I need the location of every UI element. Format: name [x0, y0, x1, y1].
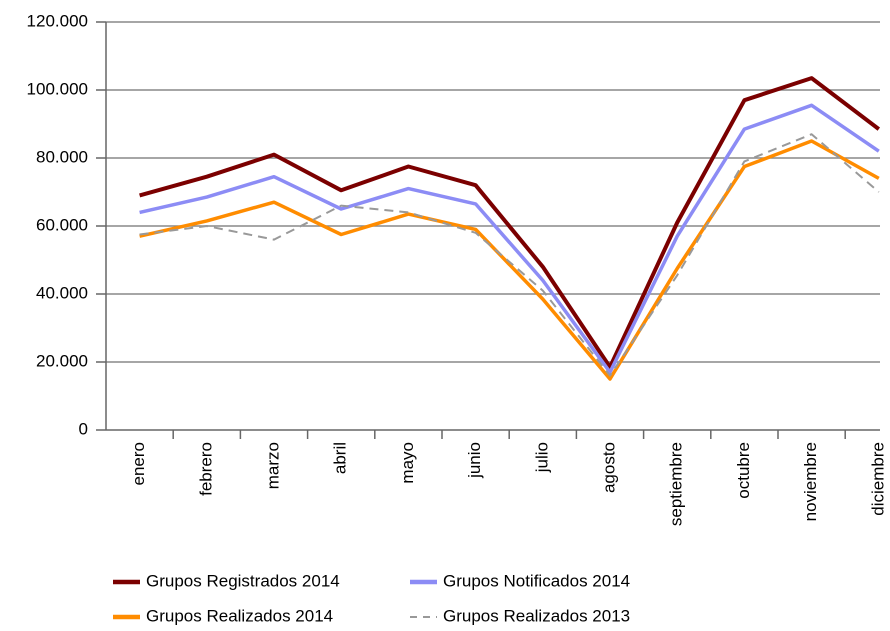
legend-label: Grupos Registrados 2014	[146, 571, 340, 590]
legend-label: Grupos Notificados 2014	[443, 571, 630, 590]
y-tick-label: 0	[79, 419, 88, 438]
x-tick-label: enero	[129, 442, 148, 485]
y-tick-label: 120.000	[27, 11, 88, 30]
x-tick-label: agosto	[599, 442, 618, 493]
series-line	[139, 76, 881, 370]
x-tick-label: diciembre	[868, 442, 887, 516]
y-tick-label: 40.000	[36, 283, 88, 302]
x-tick-label: octubre	[734, 442, 753, 499]
x-tick-label: noviembre	[801, 442, 820, 521]
x-tick-label: marzo	[263, 442, 282, 489]
x-tick-label: septiembre	[667, 442, 686, 526]
legend-label: Grupos Realizados 2014	[146, 606, 333, 625]
y-tick-label: 100.000	[27, 79, 88, 98]
series-line	[139, 133, 880, 377]
x-tick-label: abril	[331, 442, 350, 474]
y-tick-label: 20.000	[36, 351, 88, 370]
series-line	[139, 139, 880, 381]
x-tick-label: febrero	[196, 442, 215, 496]
x-tick-label: julio	[532, 442, 551, 473]
legend-label: Grupos Realizados 2013	[443, 606, 630, 625]
series-line	[139, 103, 880, 374]
y-tick-label: 60.000	[36, 215, 88, 234]
x-tick-label: junio	[465, 442, 484, 479]
x-tick-label: mayo	[398, 442, 417, 484]
y-tick-label: 80.000	[36, 147, 88, 166]
